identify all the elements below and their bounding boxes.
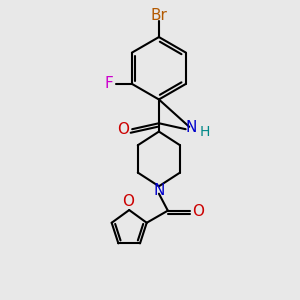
Text: O: O bbox=[192, 204, 204, 219]
Text: N: N bbox=[185, 120, 197, 135]
Text: N: N bbox=[153, 183, 165, 198]
Text: Br: Br bbox=[151, 8, 167, 23]
Text: O: O bbox=[123, 194, 135, 209]
Text: O: O bbox=[117, 122, 129, 137]
Text: H: H bbox=[200, 125, 210, 139]
Text: F: F bbox=[104, 76, 113, 92]
